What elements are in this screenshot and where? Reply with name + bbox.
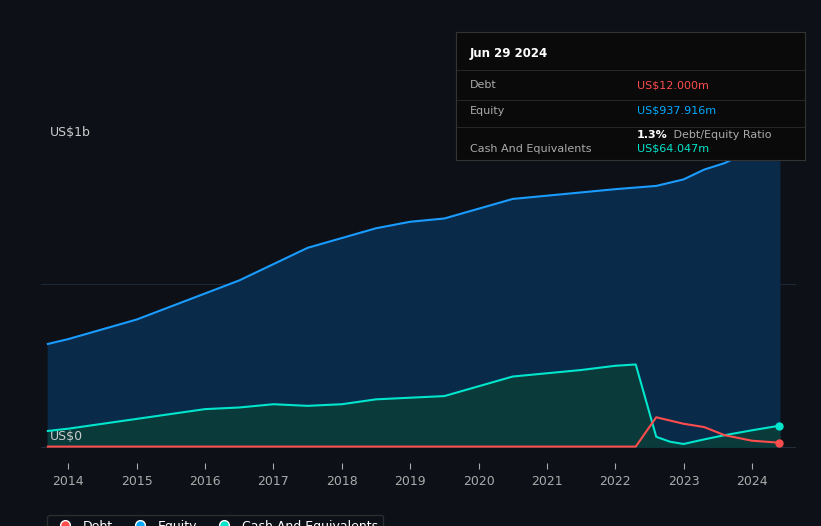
Text: US$12.000m: US$12.000m — [637, 80, 709, 90]
Text: Jun 29 2024: Jun 29 2024 — [470, 47, 548, 60]
Text: 1.3%: 1.3% — [637, 130, 667, 140]
Text: US$0: US$0 — [50, 430, 83, 443]
Text: US$64.047m: US$64.047m — [637, 144, 709, 154]
Text: US$937.916m: US$937.916m — [637, 106, 716, 116]
Text: US$1b: US$1b — [50, 126, 91, 139]
Text: Equity: Equity — [470, 106, 505, 116]
Text: Debt/Equity Ratio: Debt/Equity Ratio — [670, 130, 772, 140]
Text: Debt: Debt — [470, 80, 497, 90]
Text: Cash And Equivalents: Cash And Equivalents — [470, 144, 591, 154]
Legend: Debt, Equity, Cash And Equivalents: Debt, Equity, Cash And Equivalents — [48, 514, 383, 526]
